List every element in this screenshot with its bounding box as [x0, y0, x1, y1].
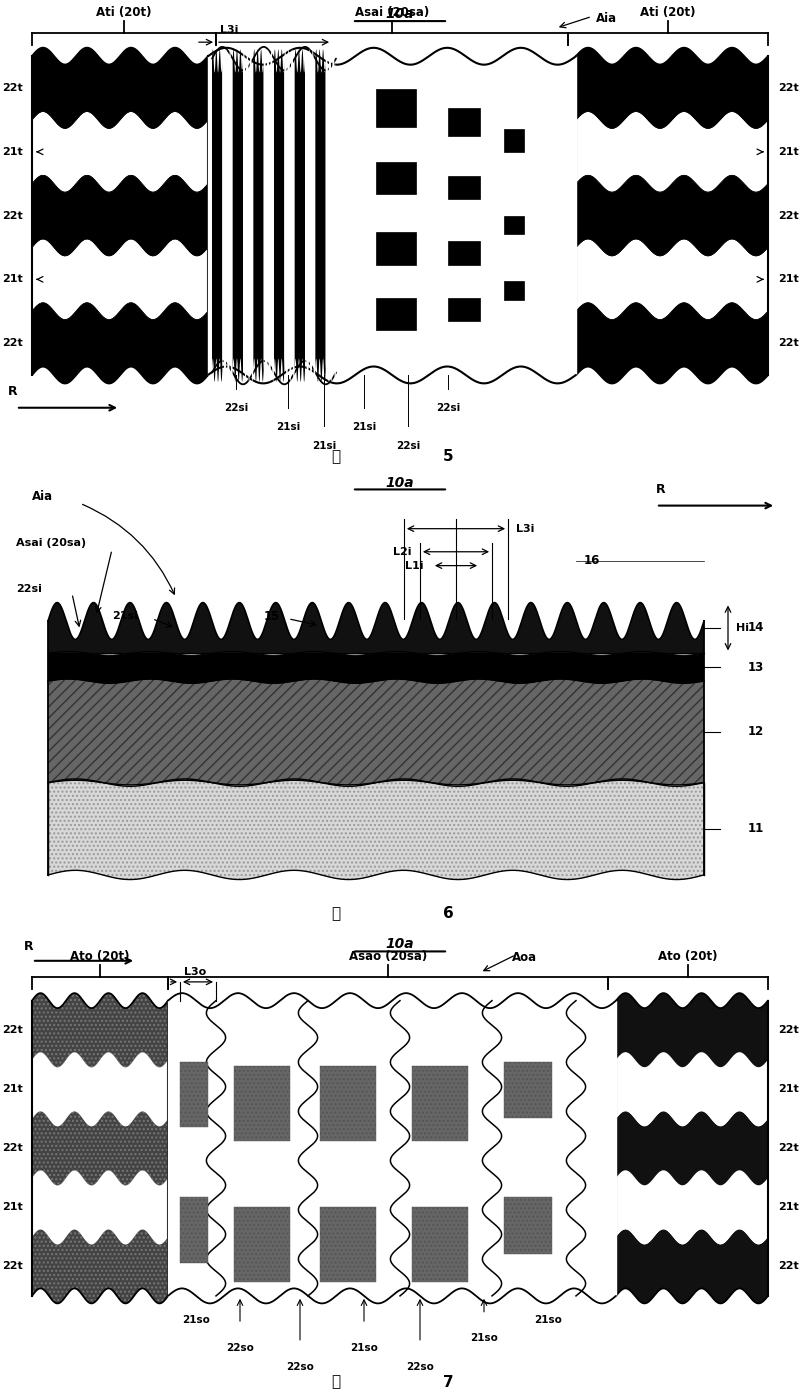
- Text: L3i: L3i: [220, 25, 238, 35]
- Bar: [376, 162, 416, 194]
- Text: 21si: 21si: [276, 422, 300, 432]
- Text: Ati (20t): Ati (20t): [96, 6, 152, 18]
- Text: 10a: 10a: [386, 7, 414, 21]
- Text: 21so: 21so: [470, 1333, 498, 1343]
- Text: 图: 图: [331, 907, 341, 921]
- Text: 21si: 21si: [112, 611, 138, 621]
- Bar: [234, 1207, 290, 1281]
- Text: 5: 5: [442, 449, 454, 464]
- Text: Ato (20t): Ato (20t): [658, 950, 718, 963]
- Bar: [376, 232, 416, 264]
- Text: 21si: 21si: [352, 422, 376, 432]
- Bar: [504, 215, 524, 234]
- Text: 21t: 21t: [2, 274, 23, 284]
- Text: 22t: 22t: [2, 1262, 23, 1272]
- Text: 21t: 21t: [2, 1202, 23, 1213]
- Bar: [448, 176, 480, 199]
- Text: L2i: L2i: [394, 547, 412, 557]
- Bar: [504, 1062, 552, 1118]
- Text: 21t: 21t: [778, 147, 798, 157]
- Text: 10a: 10a: [386, 476, 414, 490]
- Bar: [320, 1066, 376, 1142]
- Text: Asao (20sa): Asao (20sa): [349, 950, 427, 963]
- Bar: [412, 1207, 468, 1281]
- Bar: [412, 1066, 468, 1142]
- Text: 21so: 21so: [534, 1315, 562, 1325]
- Text: Aoa: Aoa: [512, 951, 537, 964]
- Bar: [180, 1062, 208, 1128]
- Text: R: R: [656, 484, 666, 497]
- Bar: [234, 1066, 290, 1142]
- Text: 图: 图: [331, 1375, 341, 1389]
- Text: L3o: L3o: [184, 967, 206, 977]
- Text: 22t: 22t: [2, 211, 23, 221]
- Text: 22si: 22si: [224, 403, 248, 413]
- Text: 12: 12: [748, 725, 764, 739]
- Text: 22so: 22so: [406, 1361, 434, 1371]
- Text: 22t: 22t: [778, 1143, 798, 1153]
- Text: 22t: 22t: [2, 339, 23, 348]
- Text: 22t: 22t: [778, 211, 798, 221]
- Bar: [376, 90, 416, 126]
- Text: 21t: 21t: [778, 274, 798, 284]
- Text: Ato (20t): Ato (20t): [70, 950, 130, 963]
- Text: Hi: Hi: [736, 623, 749, 632]
- Text: 22si: 22si: [396, 441, 420, 450]
- Text: 14: 14: [748, 621, 764, 634]
- Bar: [504, 1198, 552, 1254]
- Text: Aia: Aia: [32, 490, 53, 502]
- Bar: [448, 108, 480, 136]
- Text: 22so: 22so: [226, 1343, 254, 1353]
- Text: 22t: 22t: [778, 1262, 798, 1272]
- Text: 22t: 22t: [778, 1025, 798, 1035]
- Text: 22so: 22so: [286, 1361, 314, 1371]
- Text: 10a: 10a: [386, 937, 414, 951]
- Text: 22si: 22si: [16, 583, 42, 593]
- Text: 22si: 22si: [436, 403, 460, 413]
- Text: 22t: 22t: [778, 83, 798, 94]
- Text: 7: 7: [442, 1375, 454, 1389]
- Text: 16: 16: [584, 554, 600, 568]
- Bar: [376, 298, 416, 330]
- Text: 13: 13: [748, 660, 764, 674]
- Text: Asai (20sa): Asai (20sa): [355, 6, 429, 18]
- Bar: [448, 242, 480, 264]
- Text: 22t: 22t: [2, 83, 23, 94]
- Bar: [504, 129, 524, 152]
- Text: 21so: 21so: [182, 1315, 210, 1325]
- Text: 图: 图: [331, 449, 341, 464]
- Text: 22t: 22t: [2, 1143, 23, 1153]
- Text: 21t: 21t: [2, 1084, 23, 1094]
- Bar: [504, 281, 524, 299]
- Text: R: R: [8, 385, 18, 399]
- Text: 22t: 22t: [778, 339, 798, 348]
- Bar: [180, 1198, 208, 1263]
- Text: 21si: 21si: [312, 441, 336, 450]
- Text: Aia: Aia: [596, 11, 617, 25]
- Text: 21so: 21so: [350, 1343, 378, 1353]
- Text: 6: 6: [442, 907, 454, 921]
- Text: L3i: L3i: [516, 523, 534, 533]
- Text: R: R: [24, 940, 34, 953]
- Text: L1i: L1i: [406, 561, 424, 571]
- Text: 21t: 21t: [778, 1084, 798, 1094]
- Text: Ati (20t): Ati (20t): [640, 6, 696, 18]
- Bar: [320, 1207, 376, 1281]
- Text: 22t: 22t: [2, 1025, 23, 1035]
- Text: Asai (20sa): Asai (20sa): [16, 537, 86, 547]
- Text: 11: 11: [748, 823, 764, 835]
- Text: 21t: 21t: [778, 1202, 798, 1213]
- Bar: [448, 298, 480, 320]
- Text: 15: 15: [264, 610, 280, 623]
- Text: 21t: 21t: [2, 147, 23, 157]
